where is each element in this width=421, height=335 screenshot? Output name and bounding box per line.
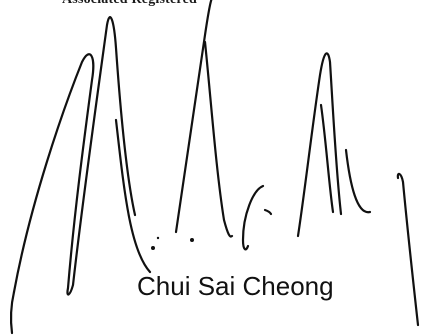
signature-stroke: [114, 118, 152, 274]
header-text: Associated Registered: [62, 0, 332, 9]
signature-stroke: [174, 0, 213, 234]
signature-stroke: [9, 290, 16, 335]
signature-stroke: [263, 208, 273, 216]
signature-stroke: [344, 148, 372, 214]
signature-dot: [151, 246, 155, 250]
signature-dot: [190, 238, 194, 242]
signature-stroke: [12, 16, 137, 296]
signature-dot: [156, 236, 160, 240]
signature-stroke: [396, 172, 420, 327]
signature-stroke: [296, 52, 343, 238]
signature-stroke: [203, 40, 234, 238]
signature-stroke: [319, 103, 335, 214]
signatory-name: Chui Sai Cheong: [137, 271, 334, 301]
signature-stroke: [241, 184, 265, 251]
